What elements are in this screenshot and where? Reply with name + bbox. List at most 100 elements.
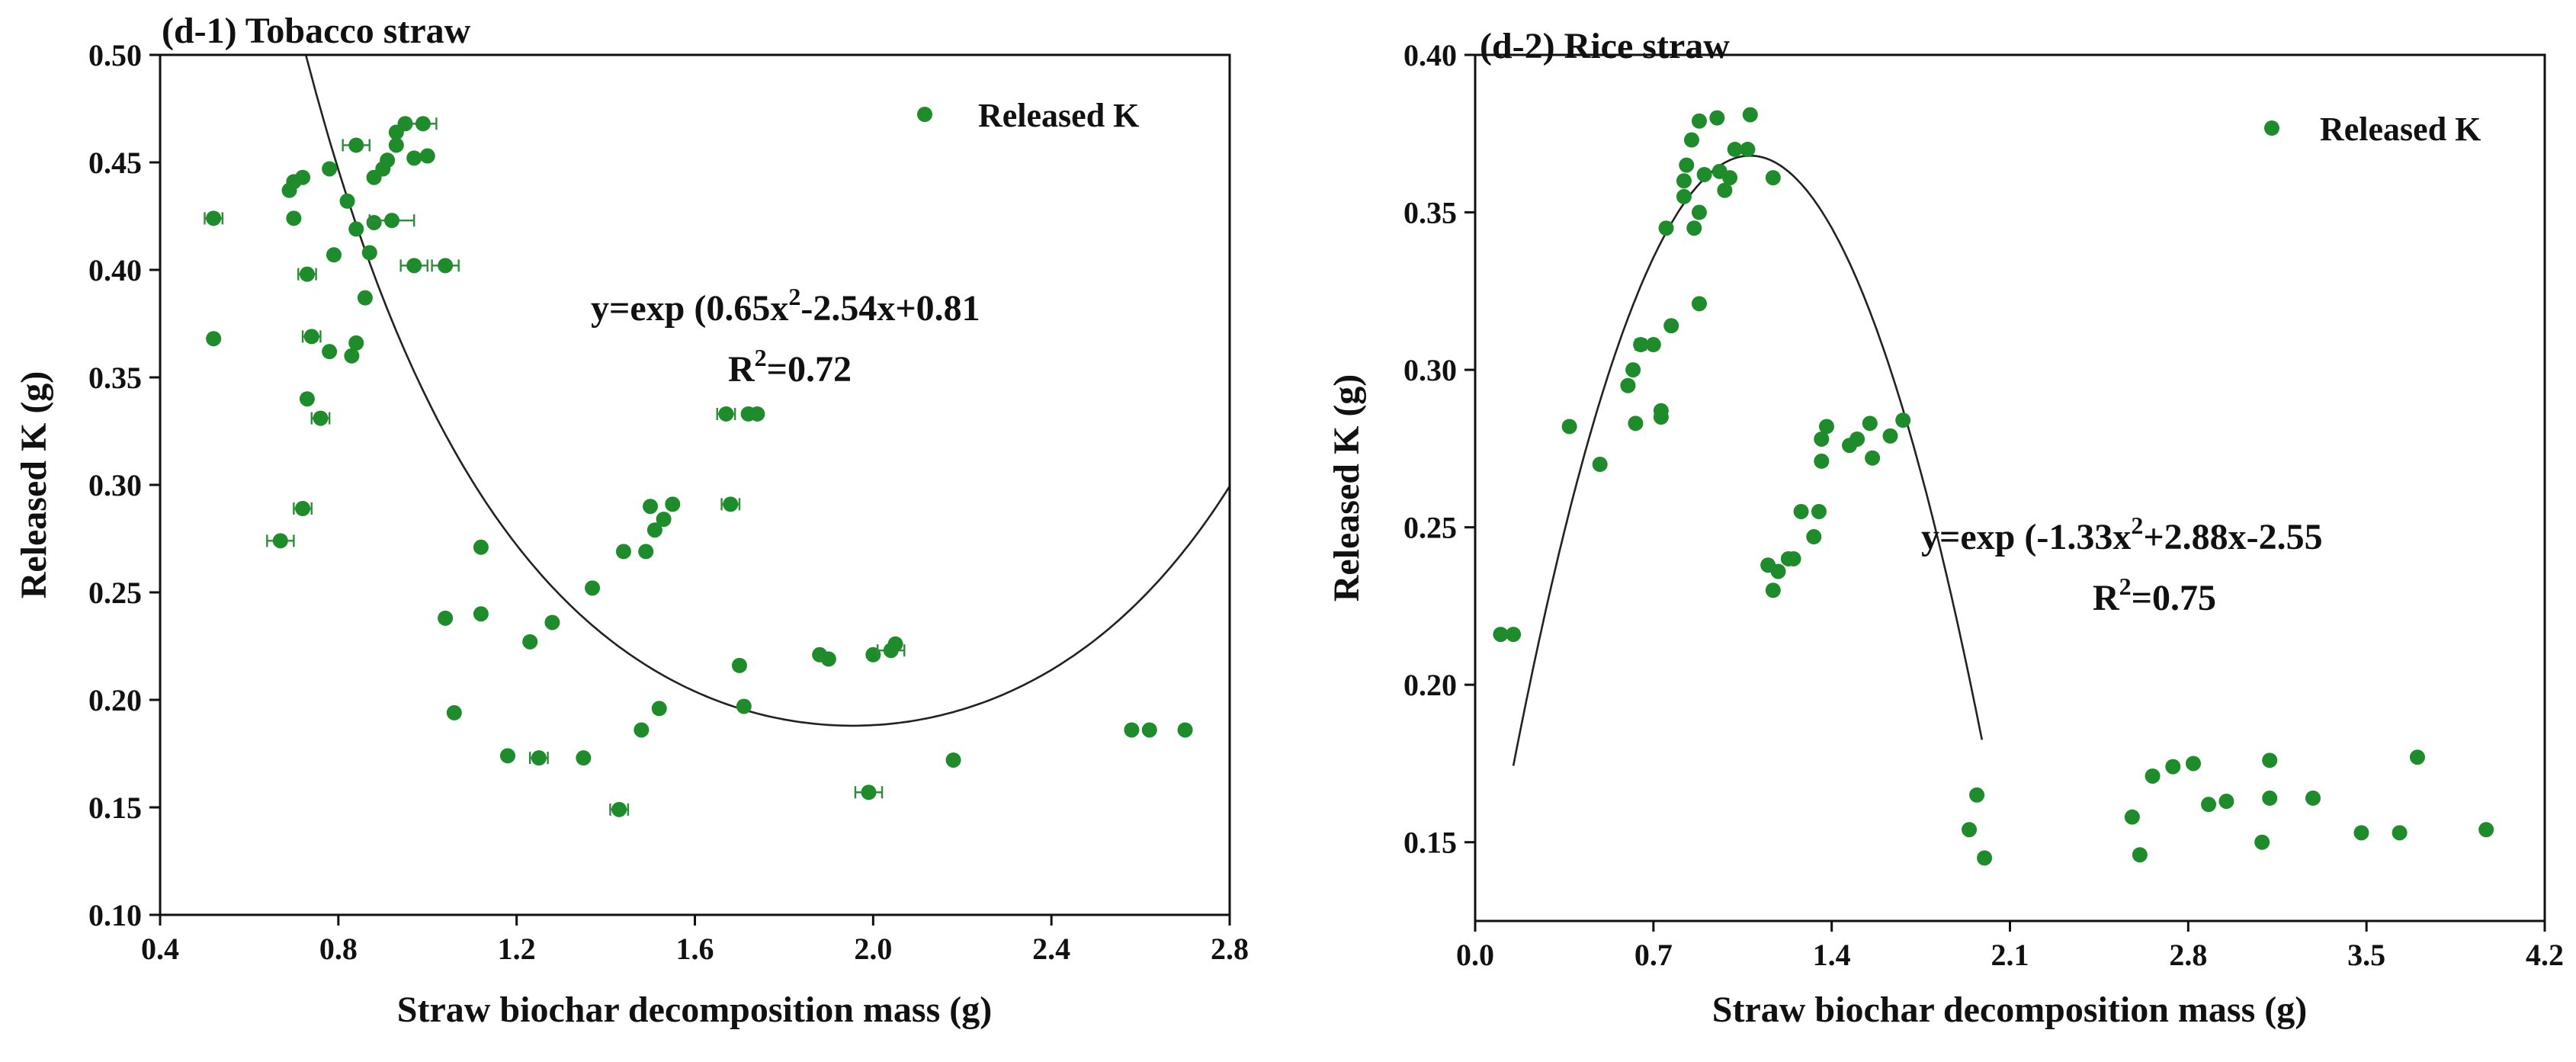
data-point [348, 221, 364, 237]
y-tick-label: 0.25 [1403, 511, 1457, 545]
data-point [585, 580, 601, 596]
data-point [272, 533, 288, 549]
x-tick-label: 1.4 [1813, 938, 1851, 972]
data-point [1811, 503, 1827, 519]
data-point [861, 784, 877, 801]
data-point [643, 499, 659, 515]
y-tick-label: 0.10 [88, 898, 142, 932]
data-point [499, 748, 515, 764]
data-point [731, 657, 747, 673]
data-point [1727, 141, 1743, 157]
data-point [303, 329, 319, 345]
data-point [1722, 170, 1738, 186]
fit-curve-layer [1512, 154, 1984, 766]
data-point [1506, 627, 1522, 643]
data-point [656, 512, 672, 528]
ticks-layer: 0.0 0.7 1.4 2.1 2.8 3.5 4.2 0.15 0.20 0.25 0.30 0.3… [1403, 38, 2564, 972]
data-point [2124, 809, 2140, 825]
data-point [1686, 220, 1702, 236]
r-squared: R2=0.72 [728, 344, 852, 390]
legend-marker [2264, 120, 2279, 136]
data-point [638, 544, 654, 560]
data-point [2254, 834, 2270, 850]
data-point [1862, 415, 1878, 432]
legend: Released K [917, 97, 1139, 134]
data-point [611, 801, 627, 817]
data-point [1865, 450, 1881, 466]
data-point [286, 210, 302, 226]
data-point [1645, 337, 1661, 353]
data-point [2409, 749, 2425, 765]
data-point [295, 169, 311, 185]
data-point [723, 496, 739, 512]
y-tick-label: 0.50 [88, 38, 142, 72]
data-point [339, 193, 355, 209]
data-point [1141, 722, 1157, 738]
y-tick-label: 0.40 [1403, 38, 1457, 72]
data-point [1765, 582, 1781, 598]
data-point [2201, 797, 2217, 813]
data-point [380, 152, 396, 168]
legend-label: Released K [978, 97, 1139, 134]
x-tick-label: 0.7 [1634, 938, 1673, 972]
data-point [406, 258, 422, 274]
data-point [344, 348, 360, 364]
x-tick-label: 2.0 [854, 932, 892, 966]
data-point [1653, 409, 1669, 425]
data-point [473, 539, 489, 555]
data-point [646, 522, 662, 538]
y-tick-label: 0.30 [1403, 353, 1457, 387]
fit-equation: y=exp (-1.33x2+2.88x-2.55 R2=0.75 [1921, 512, 2323, 618]
data-point [1679, 157, 1695, 173]
data-point [1740, 141, 1756, 157]
data-point [446, 704, 462, 720]
equation-line: y=exp (0.65x2-2.54x+0.81 [591, 283, 980, 329]
y-tick-label: 0.20 [1403, 668, 1457, 702]
plot-frame [159, 53, 1231, 916]
data-point [388, 137, 404, 153]
data-point [1765, 170, 1781, 186]
points-layer [204, 116, 1193, 817]
legend: Released K [2264, 111, 2481, 148]
fit-curve-layer [304, 55, 1230, 727]
data-point [2262, 752, 2278, 768]
data-point [1625, 362, 1641, 378]
fit-curve [1512, 154, 1984, 766]
y-tick-label: 0.30 [88, 468, 142, 502]
data-point [361, 245, 377, 261]
x-tick-label: 0.8 [319, 932, 358, 966]
y-tick-label: 0.25 [88, 576, 142, 610]
y-tick-label: 0.15 [88, 791, 142, 825]
data-point [887, 636, 903, 652]
data-point [2353, 825, 2369, 841]
data-point [438, 610, 454, 626]
x-tick-label: 4.2 [2526, 938, 2564, 972]
data-point [544, 614, 560, 630]
data-point [348, 137, 364, 153]
data-point [615, 544, 631, 560]
data-point [1962, 822, 1978, 838]
data-point [1561, 419, 1577, 435]
data-point [736, 698, 752, 714]
data-point [406, 150, 422, 166]
data-point [2145, 768, 2161, 784]
data-point [299, 266, 315, 282]
data-point [1785, 550, 1801, 566]
panel-title: (d-1) Tobacco straw [162, 11, 471, 51]
data-point [438, 258, 454, 274]
data-point [326, 247, 342, 263]
y-tick-label: 0.35 [88, 361, 142, 395]
data-point [749, 406, 765, 422]
data-point [357, 290, 373, 306]
data-point [1717, 182, 1733, 198]
data-point [322, 161, 338, 177]
y-tick-label: 0.35 [1403, 196, 1457, 230]
data-point [1977, 850, 1993, 866]
y-tick-label: 0.40 [88, 253, 142, 287]
x-tick-label: 1.6 [676, 932, 714, 966]
data-point [522, 634, 538, 650]
data-point [295, 501, 311, 517]
x-tick-label: 0.4 [141, 932, 179, 966]
data-point [1676, 173, 1692, 189]
